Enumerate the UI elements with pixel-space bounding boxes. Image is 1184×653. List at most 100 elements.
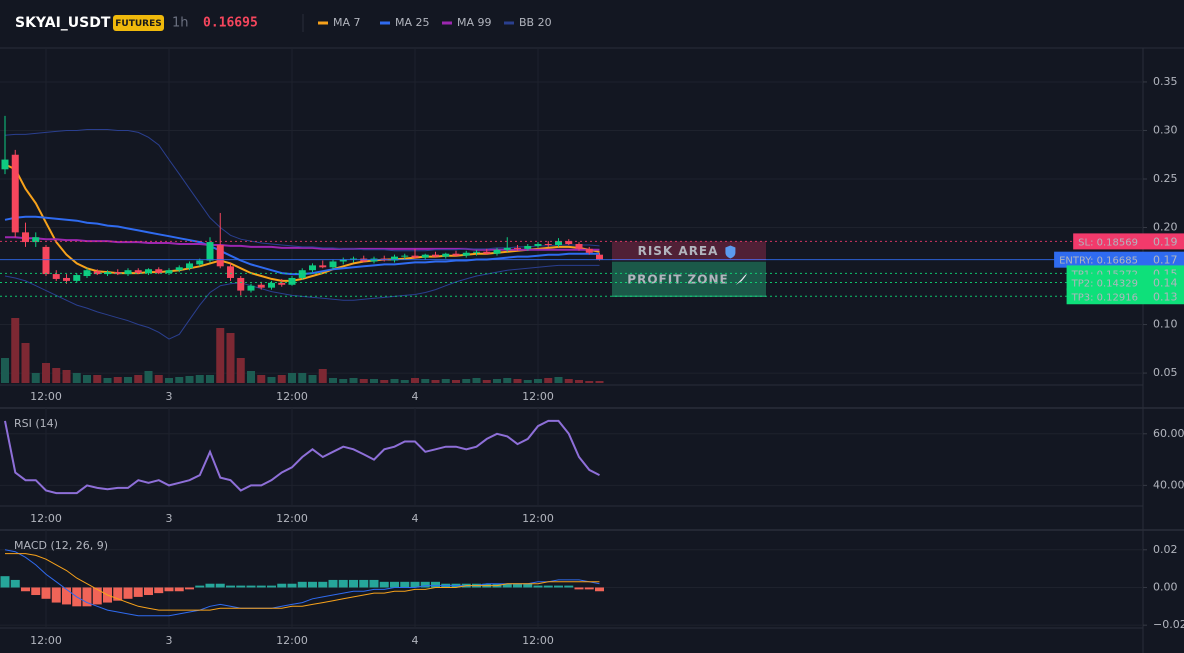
volume-bar (329, 378, 337, 383)
x-tick-label: 4 (412, 634, 419, 647)
axis-label: 0.13 (1153, 290, 1178, 303)
candle-body (339, 259, 347, 262)
level-label: SL: 0.18569 (1078, 237, 1138, 248)
candle-body (483, 251, 491, 254)
volume-bar (185, 376, 194, 383)
x-tick-label: 12:00 (276, 634, 308, 647)
hist-bar (564, 585, 574, 588)
candle-body (114, 272, 122, 275)
volume-bar (554, 377, 563, 383)
volume-bar (103, 378, 112, 383)
y-tick-label: 0.25 (1153, 172, 1178, 185)
ma-line (5, 236, 600, 251)
symbol: SKYAI_USDT (15, 15, 111, 31)
level-label-bg (1073, 233, 1143, 250)
hist-bar (359, 579, 369, 588)
candle-body (391, 256, 398, 261)
hist-bar (584, 587, 594, 590)
volume-bar (93, 375, 102, 383)
badge-bg (113, 15, 164, 31)
x-tick-label: 12:00 (30, 512, 62, 525)
candle-body (544, 244, 552, 246)
hist-bar (308, 581, 317, 588)
panel-title: MACD (12, 26, 9) (14, 539, 108, 552)
candle-body (401, 255, 409, 257)
axis-label-bg (1143, 274, 1184, 291)
volume-bar (472, 378, 481, 383)
candle-body (493, 249, 501, 254)
candle-body (268, 282, 275, 288)
legend-label: BB 20 (519, 16, 552, 29)
hist-bar (31, 587, 41, 596)
level-label: TP2: 0.14329 (1071, 279, 1138, 290)
candle-body (565, 241, 573, 245)
volume-bar (165, 378, 173, 383)
hist-bar (390, 581, 399, 588)
hist-bar (523, 583, 533, 588)
hist-bar (113, 587, 123, 601)
x-tick-label: 4 (412, 512, 419, 525)
bb-upper (4, 129, 600, 252)
volume-bar (462, 379, 471, 383)
volume-bar (267, 377, 276, 383)
hist-bar (287, 583, 297, 588)
volume-bar (195, 375, 204, 383)
volume-bar (411, 378, 419, 383)
volume-bar (72, 373, 81, 383)
rsi-line (4, 419, 600, 495)
hist-bar (205, 583, 215, 588)
volume-bar (216, 328, 225, 383)
candle-body (165, 270, 173, 274)
axis-label-bg (1143, 233, 1184, 250)
candle-body (329, 261, 337, 268)
hist-bar (236, 585, 246, 588)
volume-bar (390, 379, 399, 383)
candle-body (596, 254, 603, 260)
candle-body (32, 237, 40, 243)
volume-bar (482, 380, 491, 383)
volume-bar (380, 380, 389, 383)
hist-bar (595, 587, 604, 592)
y-tick-label: 0.35 (1153, 75, 1178, 88)
hist-bar (400, 581, 410, 588)
volume-bar (595, 381, 604, 383)
hist-bar (21, 587, 30, 592)
y-tick-label: 40.00 (1153, 478, 1184, 491)
candle-body (124, 270, 132, 275)
candle-body (52, 274, 60, 279)
hist-bar (318, 581, 328, 588)
hist-bar (144, 587, 153, 596)
volume-bar (493, 379, 501, 383)
hist-bar (82, 587, 92, 607)
candle-body (155, 269, 163, 274)
interval: 1h (172, 16, 189, 31)
volume-bar (421, 379, 430, 383)
candle-body (473, 251, 480, 253)
volume-bar (236, 358, 245, 383)
volume-bar (441, 379, 450, 383)
hist-bar (533, 585, 543, 588)
volume-bar (513, 379, 522, 383)
badge: FUTURES (115, 19, 161, 29)
volume-bar (144, 371, 153, 383)
axis-label-bg (1143, 251, 1184, 268)
hist-bar (574, 587, 584, 590)
candle-body (278, 282, 286, 285)
rocket-icon (735, 273, 747, 285)
x-tick-label: 3 (166, 390, 173, 403)
candle-body (585, 248, 593, 253)
volume-bar (544, 378, 553, 383)
candle-body (503, 247, 511, 250)
y-tick-label: 0.10 (1153, 318, 1178, 331)
hist-bar (328, 579, 338, 588)
candle-body (237, 277, 245, 291)
hist-bar (277, 583, 287, 588)
volume-bar (585, 381, 594, 383)
hist-bar (379, 581, 389, 588)
legend-label: MA 99 (457, 16, 492, 29)
x-tick-label: 12:00 (276, 512, 308, 525)
volume-bar (257, 375, 266, 383)
volume-bar (42, 363, 50, 383)
